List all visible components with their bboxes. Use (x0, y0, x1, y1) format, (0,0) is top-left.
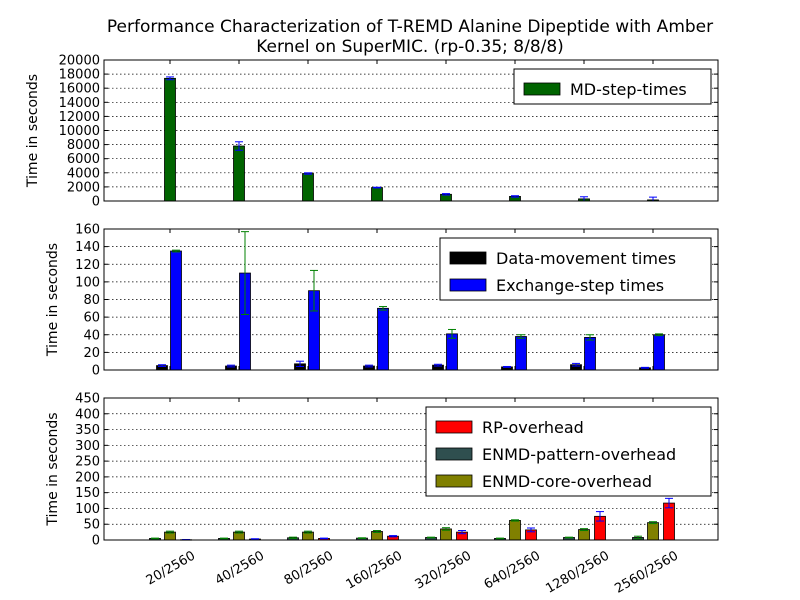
x-tick-label: 80/2560 (282, 548, 336, 588)
legend-swatch (449, 251, 487, 265)
y-tick-label: 450 (75, 392, 100, 407)
y-tick-label: 20000 (59, 54, 100, 69)
legend-box (425, 406, 712, 497)
chart-title-line-2: Kernel on SuperMIC. (rp-0.35; 8/8/8) (256, 37, 564, 57)
bar (164, 77, 176, 202)
panel-1: 0200040006000800010000120001400016000180… (25, 54, 719, 210)
y-tick-label: 80 (83, 293, 100, 308)
y-tick-label: 6000 (67, 152, 100, 167)
legend-label: MD-step-times (570, 80, 687, 99)
legend-swatch (435, 474, 473, 488)
y-tick-label: 2000 (67, 180, 100, 195)
y-tick-label: 16000 (59, 82, 100, 97)
x-tick-label: 40/2560 (213, 548, 267, 588)
y-tick-label: 40 (83, 328, 100, 343)
y-tick-label: 120 (75, 258, 100, 273)
legend-label: ENMD-core-overhead (482, 472, 652, 491)
y-tick-label: 12000 (59, 110, 100, 125)
y-tick-label: 60 (83, 311, 100, 326)
bar (377, 307, 389, 371)
x-tick-label: 160/2560 (344, 548, 405, 592)
bar (371, 187, 383, 202)
y-axis-label: Time in seconds (45, 412, 61, 526)
bar (446, 333, 458, 371)
y-tick-label: 250 (75, 455, 100, 470)
legend-label: Exchange-step times (496, 276, 664, 295)
bar (509, 520, 521, 541)
y-tick-label: 20 (83, 346, 100, 361)
bar (233, 145, 245, 202)
plot-frame (103, 228, 719, 371)
y-axis-label: Time in seconds (25, 74, 41, 188)
y-tick-label: 10000 (59, 124, 100, 139)
x-tick-label: 20/2560 (144, 548, 198, 588)
y-tick-label: 0 (92, 195, 100, 210)
legend-label: ENMD-pattern-overhead (482, 445, 676, 464)
bar (170, 250, 182, 371)
y-tick-label: 4000 (67, 166, 100, 181)
y-tick-label: 100 (75, 275, 100, 290)
y-tick-label: 160 (75, 223, 100, 238)
y-tick-label: 150 (75, 486, 100, 501)
bar (578, 529, 590, 541)
legend: MD-step-times (513, 68, 712, 105)
x-tick-label: 640/2560 (482, 548, 543, 592)
legend: RP-overhead ENMD-pattern-overhead ENMD-cor… (425, 406, 712, 497)
panels: 0200040006000800010000120001400016000180… (25, 54, 719, 597)
legend-swatch (523, 82, 561, 96)
legend-label: Data-movement times (496, 249, 676, 268)
y-tick-label: 400 (75, 407, 100, 422)
y-tick-label: 0 (92, 364, 100, 379)
bar (653, 334, 665, 371)
legend-swatch (435, 420, 473, 434)
y-tick-label: 0 (92, 534, 100, 549)
bar (584, 336, 596, 371)
y-tick-label: 300 (75, 439, 100, 454)
bar (647, 522, 659, 541)
y-tick-label: 8000 (67, 138, 100, 153)
panel-2: 0 20 40 60 80 100 120 140 160 Time in seconds Data… (45, 223, 719, 379)
legend-swatch (449, 278, 487, 292)
x-tick-label: 320/2560 (413, 548, 474, 592)
bar (302, 173, 314, 202)
legend-swatch (435, 447, 473, 461)
y-tick-label: 18000 (59, 68, 100, 83)
y-tick-label: 50 (83, 518, 100, 533)
plot-frame (103, 59, 719, 202)
y-tick-label: 200 (75, 470, 100, 485)
bar (515, 336, 527, 371)
x-tick-label: 1280/2560 (543, 548, 612, 596)
y-tick-label: 350 (75, 423, 100, 438)
bar (663, 502, 675, 541)
y-tick-label: 14000 (59, 96, 100, 111)
chart-title-line-1: Performance Characterization of T-REMD A… (107, 17, 713, 37)
y-axis-label: Time in seconds (45, 243, 61, 357)
y-tick-label: 100 (75, 502, 100, 517)
x-tick-label: 2560/2560 (612, 548, 681, 596)
legend: Data-movement times Exchange-step times (439, 237, 712, 301)
plot-frame (103, 397, 719, 541)
legend-label: RP-overhead (482, 418, 584, 437)
y-tick-label: 140 (75, 240, 100, 255)
